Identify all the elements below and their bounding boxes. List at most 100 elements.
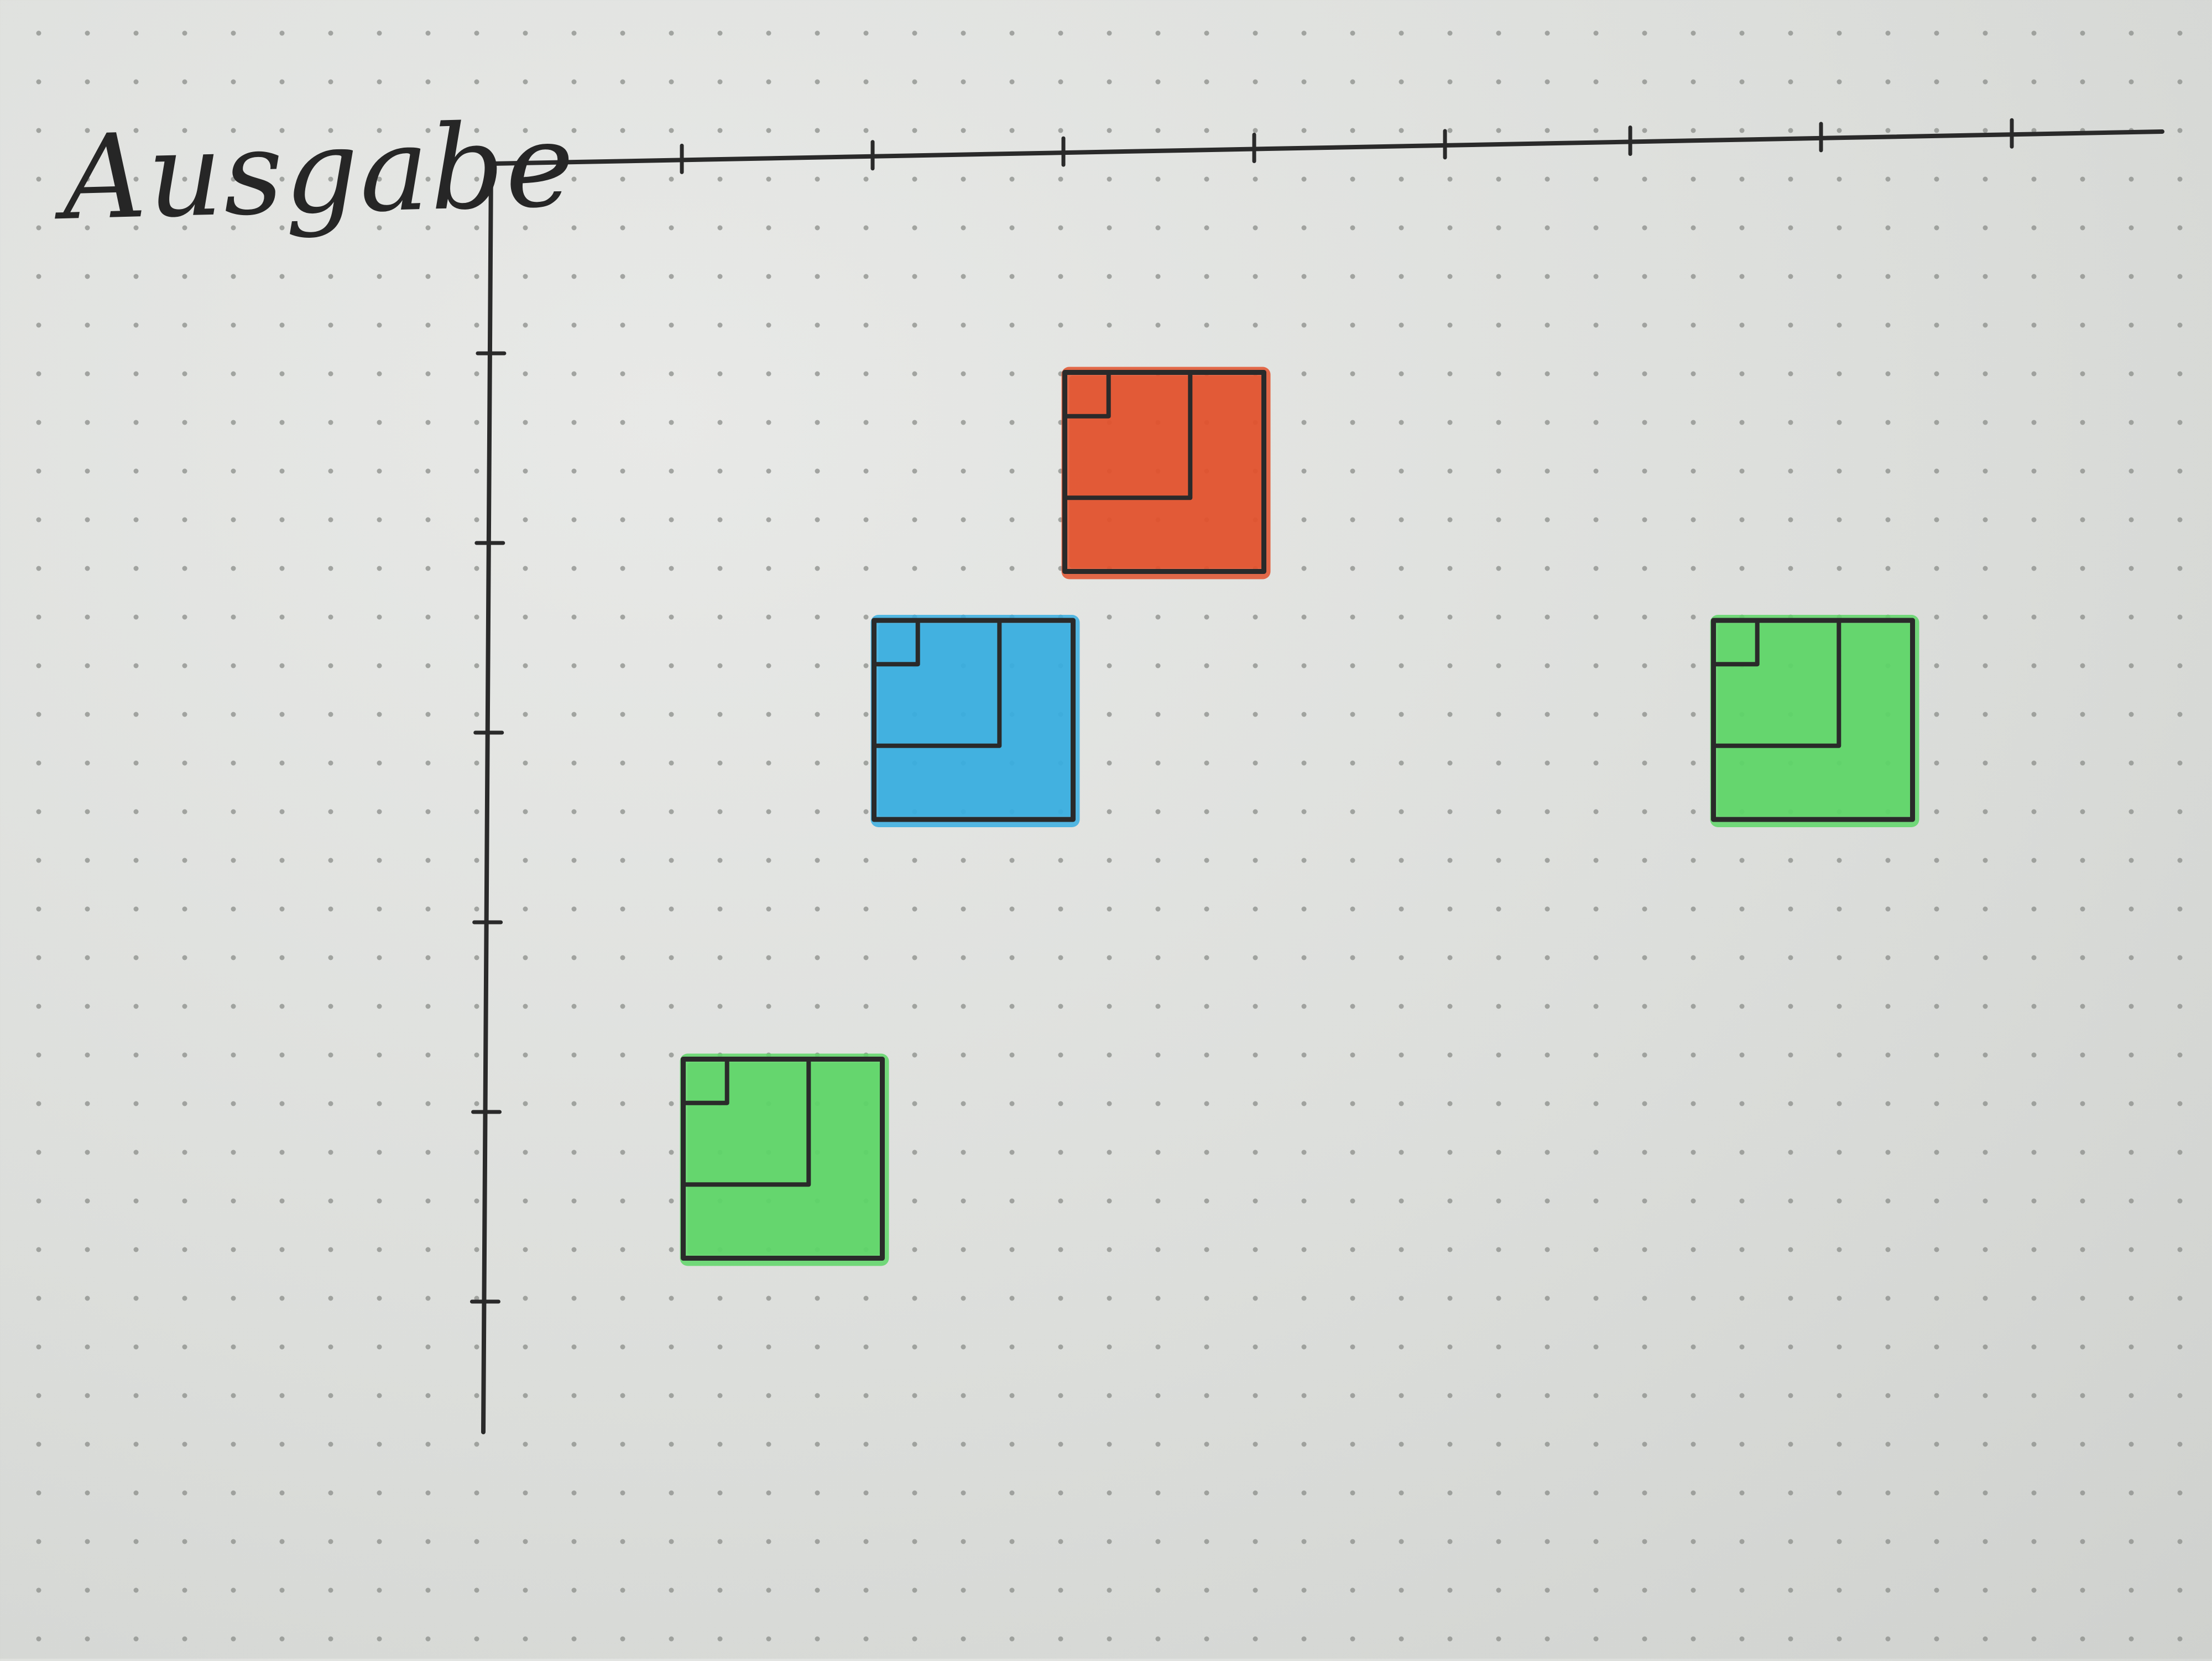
grid-dot <box>1594 518 1599 523</box>
grid-dot <box>1399 226 1404 231</box>
grid-dot <box>523 31 528 36</box>
grid-dot <box>2129 761 2134 766</box>
grid-dot <box>2032 372 2037 377</box>
grid-dot <box>1983 128 1988 133</box>
grid-dot <box>620 907 625 912</box>
grid-dot <box>1204 1296 1209 1301</box>
grid-dot <box>426 615 431 620</box>
grid-dot <box>620 1296 625 1301</box>
grid-dot <box>620 664 625 668</box>
grid-dot <box>1350 1296 1355 1301</box>
grid-dot <box>280 323 285 328</box>
grid-dot <box>1545 1393 1550 1398</box>
grid-dot <box>523 615 528 620</box>
grid-dot <box>85 955 90 960</box>
grid-dot <box>1983 372 1988 377</box>
grid-dot <box>1934 1393 1939 1398</box>
grid-dot <box>2080 1442 2085 1447</box>
grid-dot <box>1788 128 1793 133</box>
grid-dot <box>1594 469 1599 474</box>
grid-dot <box>1983 1588 1988 1593</box>
grid-dot <box>134 1393 139 1398</box>
grid-dot <box>1253 955 1258 960</box>
grid-dot <box>718 955 723 960</box>
grid-dot <box>1496 858 1501 863</box>
grid-dot <box>2032 1247 2037 1252</box>
grid-dot <box>1983 1004 1988 1009</box>
grid-dot <box>1594 615 1599 620</box>
grid-dot <box>328 955 333 960</box>
grid-dot <box>280 1247 285 1252</box>
grid-dot <box>2129 1150 2134 1155</box>
grid-dot <box>718 1393 723 1398</box>
grid-dot <box>815 1637 820 1642</box>
grid-dot <box>572 1637 577 1642</box>
grid-dot <box>280 761 285 766</box>
grid-dot <box>1253 1101 1258 1106</box>
grid-dot <box>1545 1296 1550 1301</box>
grid-dot <box>912 907 917 912</box>
grid-dot <box>426 80 431 85</box>
grid-dot <box>1448 518 1453 523</box>
grid-dot <box>85 274 90 279</box>
grid-dot <box>426 1491 431 1496</box>
grid-dot <box>1010 518 1015 523</box>
grid-dot <box>1204 1101 1209 1106</box>
grid-dot <box>36 712 41 717</box>
grid-dot <box>1886 1345 1891 1350</box>
grid-dot <box>1253 1637 1258 1642</box>
grid-dot <box>1983 1101 1988 1106</box>
grid-dot <box>1204 31 1209 36</box>
grid-dot <box>2129 1588 2134 1593</box>
grid-dot <box>961 420 966 425</box>
grid-dot <box>1691 274 1696 279</box>
grid-dot <box>1545 177 1550 182</box>
grid-dot <box>134 1101 139 1106</box>
grid-dot <box>1934 128 1939 133</box>
grid-dot <box>134 712 139 717</box>
grid-dot <box>718 1588 723 1593</box>
grid-dot <box>2178 177 2183 182</box>
grid-dot <box>474 1491 479 1496</box>
grid-dot <box>1740 128 1745 133</box>
grid-dot <box>1594 323 1599 328</box>
grid-dot <box>1837 518 1842 523</box>
grid-dot <box>961 1539 966 1544</box>
grid-dot <box>1642 615 1647 620</box>
grid-dot <box>1837 1150 1842 1155</box>
grid-dot <box>1594 1296 1599 1301</box>
grid-dot <box>523 469 528 474</box>
grid-dot <box>328 907 333 912</box>
grid-dot <box>1691 420 1696 425</box>
grid-dot <box>718 761 723 766</box>
grid-dot <box>1691 1296 1696 1301</box>
grid-dot <box>36 372 41 377</box>
grid-dot <box>2080 420 2085 425</box>
grid-dot <box>1837 177 1842 182</box>
grid-dot <box>718 809 723 814</box>
grid-dot <box>1788 1637 1793 1642</box>
grid-dot <box>1253 664 1258 668</box>
grid-dot <box>669 1442 674 1447</box>
grid-dot <box>1837 372 1842 377</box>
grid-dot <box>1399 1393 1404 1398</box>
grid-dot <box>377 1199 382 1204</box>
grid-dot <box>912 1150 917 1155</box>
grid-dot <box>1058 1539 1063 1544</box>
grid-dot <box>1691 1442 1696 1447</box>
grid-dot <box>2129 323 2134 328</box>
grid-dot <box>1107 177 1112 182</box>
grid-dot <box>36 1393 41 1398</box>
grid-dot <box>182 664 187 668</box>
grid-dot <box>280 1004 285 1009</box>
grid-dot <box>669 1199 674 1204</box>
grid-dot <box>961 566 966 571</box>
grid-dot <box>36 1637 41 1642</box>
grid-dot <box>1740 1345 1745 1350</box>
grid-dot <box>426 1637 431 1642</box>
grid-dot <box>134 615 139 620</box>
grid-dot <box>1448 1004 1453 1009</box>
grid-dot <box>1934 177 1939 182</box>
color-wash <box>688 1063 881 1255</box>
grid-dot <box>620 566 625 571</box>
